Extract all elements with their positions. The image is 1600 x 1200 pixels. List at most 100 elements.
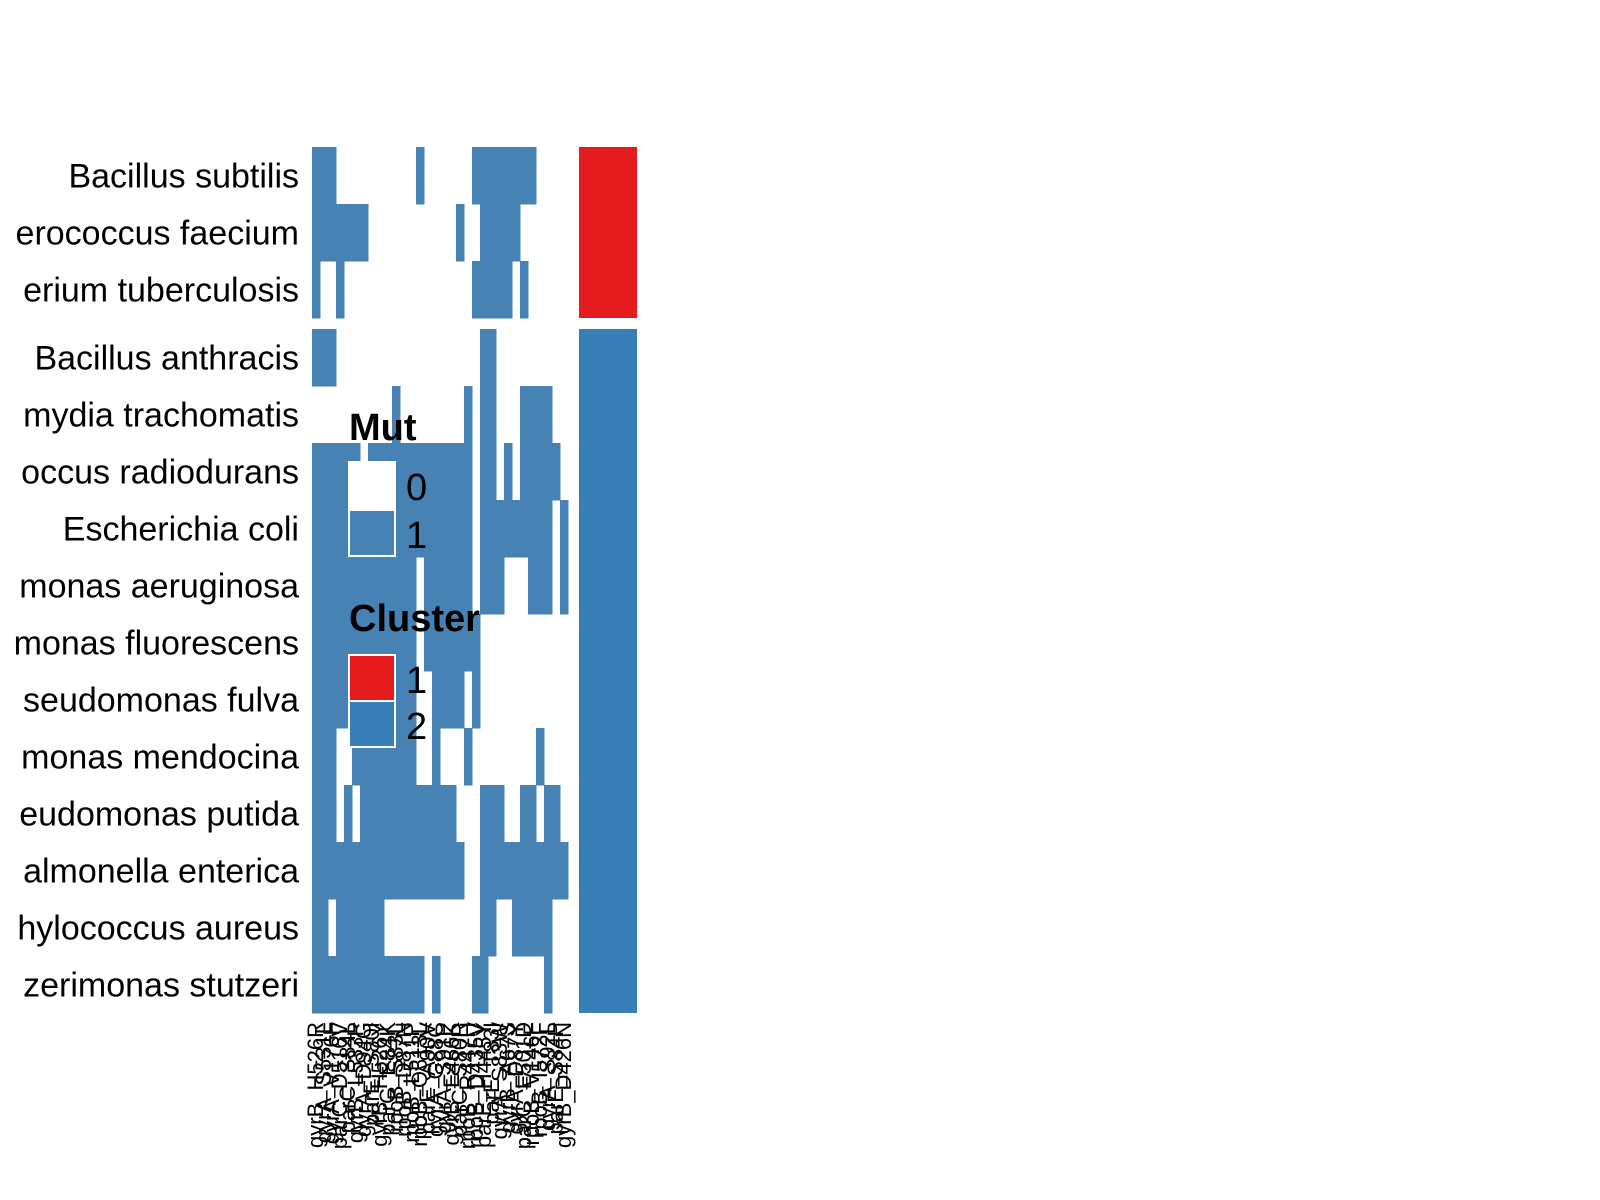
heatmap-cell <box>400 500 409 558</box>
heatmap-cell <box>496 261 505 319</box>
heatmap-cell <box>488 386 497 444</box>
heatmap-cell <box>456 204 465 262</box>
heatmap-cell <box>488 557 497 615</box>
column-label: parE_S80I <box>359 1022 384 1126</box>
heatmap-cell <box>376 785 385 843</box>
heatmap-cell <box>344 614 353 672</box>
column-label: rpoB_S83L <box>383 1022 408 1132</box>
heatmap-cell <box>472 956 481 1014</box>
heatmap-cell <box>352 728 361 786</box>
heatmap-cell <box>488 204 497 262</box>
heatmap-cell <box>384 557 393 615</box>
heatmap-cell <box>360 899 369 957</box>
heatmap-cell <box>400 671 409 729</box>
heatmap-cell <box>520 443 529 501</box>
column-label: rpoB_L511P <box>399 1022 424 1143</box>
heatmap-cell <box>376 728 385 786</box>
heatmap-cell <box>336 842 345 900</box>
heatmap-cell <box>440 500 449 558</box>
heatmap-cell <box>480 557 489 615</box>
column-label: rpoB_D87N <box>391 1022 416 1137</box>
legend-key <box>348 461 396 509</box>
heatmap-cell <box>440 842 449 900</box>
heatmap-cell <box>472 614 481 672</box>
row-label: Bacillus subtilis <box>68 158 299 196</box>
heatmap-cell <box>392 728 401 786</box>
heatmap-cell <box>432 500 441 558</box>
heatmap-cell <box>424 785 433 843</box>
heatmap-cell <box>368 785 377 843</box>
heatmap-cell <box>544 386 553 444</box>
heatmap-cell <box>496 842 505 900</box>
heatmap-cell <box>544 899 553 957</box>
heatmap-cell <box>384 728 393 786</box>
heatmap-cell <box>520 386 529 444</box>
row-label: almonella enterica <box>23 853 299 891</box>
heatmap-cell <box>456 842 465 900</box>
heatmap-cell <box>480 329 489 387</box>
heatmap-cell <box>480 386 489 444</box>
heatmap-cell <box>552 785 561 843</box>
heatmap-cell <box>544 500 553 558</box>
row-label: hylococcus aureus <box>17 910 299 948</box>
heatmap-cell <box>560 842 569 900</box>
heatmap-cell <box>480 500 489 558</box>
heatmap-cell <box>392 557 401 615</box>
heatmap-cell <box>488 329 497 387</box>
row-label: Bacillus anthracis <box>34 340 299 378</box>
column-label: gyrA_D94G <box>351 1022 376 1137</box>
heatmap-cell <box>408 500 417 558</box>
heatmap-cell <box>472 671 481 729</box>
column-label: gyrB_H526R <box>303 1022 328 1148</box>
heatmap-cell <box>392 614 401 672</box>
heatmap-cell <box>440 557 449 615</box>
heatmap-cell <box>528 842 537 900</box>
heatmap-cell <box>504 500 513 558</box>
heatmap-cell <box>552 443 561 501</box>
heatmap-cell <box>320 899 329 957</box>
heatmap-cell <box>336 204 345 262</box>
heatmap-cell <box>328 500 337 558</box>
heatmap-cell <box>448 557 457 615</box>
heatmap-cell <box>352 557 361 615</box>
heatmap-cell <box>368 557 377 615</box>
heatmap-cell <box>408 557 417 615</box>
heatmap-cell <box>480 261 489 319</box>
heatmap-cell <box>480 147 489 205</box>
heatmap-cell <box>432 956 441 1014</box>
heatmap-cell <box>360 785 369 843</box>
heatmap-cell <box>312 443 321 501</box>
heatmap-cell <box>496 557 505 615</box>
heatmap-cell <box>320 671 329 729</box>
heatmap-cell <box>416 443 425 501</box>
heatmap-cell <box>328 842 337 900</box>
row-labels: Bacillus subtilis erococcus faecium erium … <box>14 158 299 1005</box>
heatmap-cell <box>392 842 401 900</box>
heatmap-cell <box>536 842 545 900</box>
heatmap-cell <box>520 899 529 957</box>
heatmap-cell <box>432 671 441 729</box>
heatmap-cell <box>336 956 345 1014</box>
column-label: rpoB_I572F <box>527 1022 552 1137</box>
heatmap-cell <box>536 899 545 957</box>
heatmap-cell <box>328 614 337 672</box>
heatmap-cell <box>312 956 321 1014</box>
heatmap-cell <box>544 557 553 615</box>
heatmap-cell <box>400 557 409 615</box>
column-label: gyrA_V176F <box>319 1022 344 1144</box>
heatmap-cell <box>320 329 329 387</box>
heatmap-cell <box>320 614 329 672</box>
heatmap-cell <box>344 842 353 900</box>
legend-key <box>348 509 396 557</box>
heatmap-cell <box>320 500 329 558</box>
heatmap-cell <box>312 329 321 387</box>
heatmap-cell <box>336 500 345 558</box>
heatmap-cell <box>360 557 369 615</box>
heatmap-cell <box>416 500 425 558</box>
heatmap-cell <box>392 500 401 558</box>
heatmap-cell <box>424 842 433 900</box>
heatmap-cell <box>328 671 337 729</box>
heatmap-cell <box>376 614 385 672</box>
heatmap-cell <box>312 671 321 729</box>
column-label: parE_H445Y <box>471 1022 496 1148</box>
